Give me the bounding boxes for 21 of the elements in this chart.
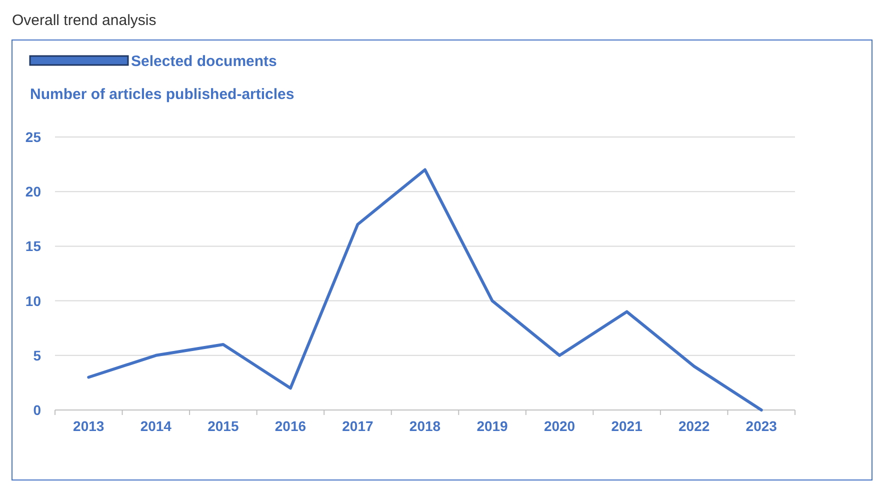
x-tick-label: 2020	[544, 418, 576, 434]
x-tick-label: 2017	[342, 418, 374, 434]
y-tick-label: 15	[25, 238, 42, 254]
x-tick-label: 2022	[678, 418, 710, 434]
x-tick-label: 2016	[274, 418, 306, 434]
chart-title: Overall trend analysis	[12, 12, 156, 29]
x-tick-label: 2019	[476, 418, 508, 434]
x-tick-label: 2015	[208, 418, 239, 434]
x-tick-label: 2021	[611, 418, 643, 434]
x-tick-label: 2014	[140, 418, 172, 434]
x-tick-label: 2023	[746, 418, 778, 434]
y-tick-label: 5	[33, 347, 42, 364]
y-tick-label: 0	[33, 402, 42, 418]
x-tick-label: 2013	[73, 418, 104, 434]
chart-subtitle: Number of articles published-articles	[30, 86, 294, 103]
text: Selected documents	[131, 53, 277, 70]
line-series	[87, 168, 763, 412]
y-tick-label: 20	[25, 184, 42, 200]
y-tick-label: 25	[25, 129, 42, 145]
x-tick-label: 2018	[409, 418, 441, 434]
y-tick-label: 10	[25, 292, 42, 309]
